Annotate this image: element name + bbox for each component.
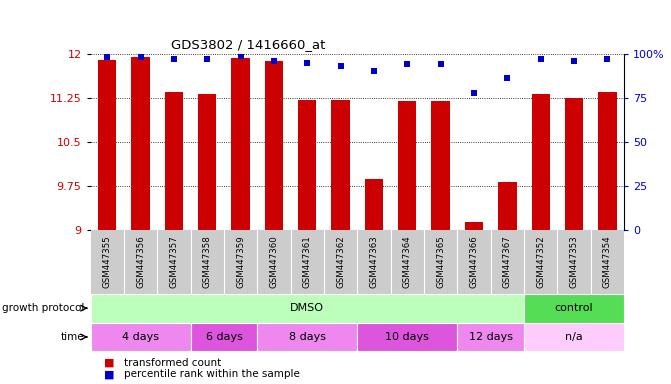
Text: GSM447355: GSM447355 <box>103 235 112 288</box>
Bar <box>431 101 450 230</box>
Bar <box>465 222 483 230</box>
Bar <box>524 294 624 323</box>
Text: GSM447366: GSM447366 <box>470 235 478 288</box>
Point <box>202 56 213 62</box>
Text: GSM447359: GSM447359 <box>236 235 245 288</box>
Text: 12 days: 12 days <box>468 332 513 342</box>
Bar <box>398 101 417 230</box>
Text: GSM447365: GSM447365 <box>436 235 445 288</box>
Point <box>102 54 113 60</box>
Point <box>468 89 479 96</box>
Point <box>136 54 146 60</box>
Text: 8 days: 8 days <box>289 332 326 342</box>
Text: GDS3802 / 1416660_at: GDS3802 / 1416660_at <box>170 38 325 51</box>
Bar <box>498 182 517 230</box>
Bar <box>265 61 283 230</box>
Text: percentile rank within the sample: percentile rank within the sample <box>124 369 300 379</box>
Bar <box>298 100 317 230</box>
Point <box>435 61 446 68</box>
Text: GSM447354: GSM447354 <box>603 235 612 288</box>
Bar <box>531 94 550 230</box>
Bar <box>458 323 524 351</box>
Bar <box>257 323 357 351</box>
Bar <box>365 179 383 230</box>
Point <box>502 75 513 81</box>
Text: GSM447360: GSM447360 <box>270 235 278 288</box>
Bar <box>357 323 458 351</box>
Text: GSM447361: GSM447361 <box>303 235 312 288</box>
Text: 6 days: 6 days <box>205 332 242 342</box>
Text: GSM447364: GSM447364 <box>403 235 412 288</box>
Text: GSM447353: GSM447353 <box>570 235 578 288</box>
Point <box>268 58 279 64</box>
Text: GSM447358: GSM447358 <box>203 235 212 288</box>
Point <box>168 56 179 62</box>
Text: GSM447367: GSM447367 <box>503 235 512 288</box>
Text: transformed count: transformed count <box>124 358 221 368</box>
Text: n/a: n/a <box>565 332 583 342</box>
Point <box>402 61 413 68</box>
Text: 4 days: 4 days <box>122 332 159 342</box>
Point <box>336 63 346 69</box>
Text: GSM447352: GSM447352 <box>536 235 545 288</box>
Point <box>568 58 579 64</box>
Bar <box>165 92 183 230</box>
Bar <box>191 323 257 351</box>
Text: time: time <box>60 332 84 342</box>
Text: GSM447362: GSM447362 <box>336 235 345 288</box>
Text: 10 days: 10 days <box>385 332 429 342</box>
Bar <box>198 94 217 230</box>
Text: GSM447363: GSM447363 <box>370 235 378 288</box>
Bar <box>524 323 624 351</box>
Text: DMSO: DMSO <box>291 303 324 313</box>
Point <box>302 60 313 66</box>
Bar <box>231 58 250 230</box>
Bar <box>598 92 617 230</box>
Point <box>535 56 546 62</box>
Bar <box>331 100 350 230</box>
Text: ■: ■ <box>104 369 115 379</box>
Bar <box>98 60 117 230</box>
Bar <box>91 323 191 351</box>
Point <box>602 56 613 62</box>
Text: control: control <box>555 303 593 313</box>
Point <box>236 53 246 59</box>
Bar <box>91 294 524 323</box>
Point <box>368 68 379 74</box>
Bar <box>565 98 583 230</box>
Text: GSM447357: GSM447357 <box>170 235 178 288</box>
Text: growth protocol: growth protocol <box>1 303 84 313</box>
Text: ■: ■ <box>104 358 115 368</box>
Text: GSM447356: GSM447356 <box>136 235 145 288</box>
Bar <box>132 57 150 230</box>
